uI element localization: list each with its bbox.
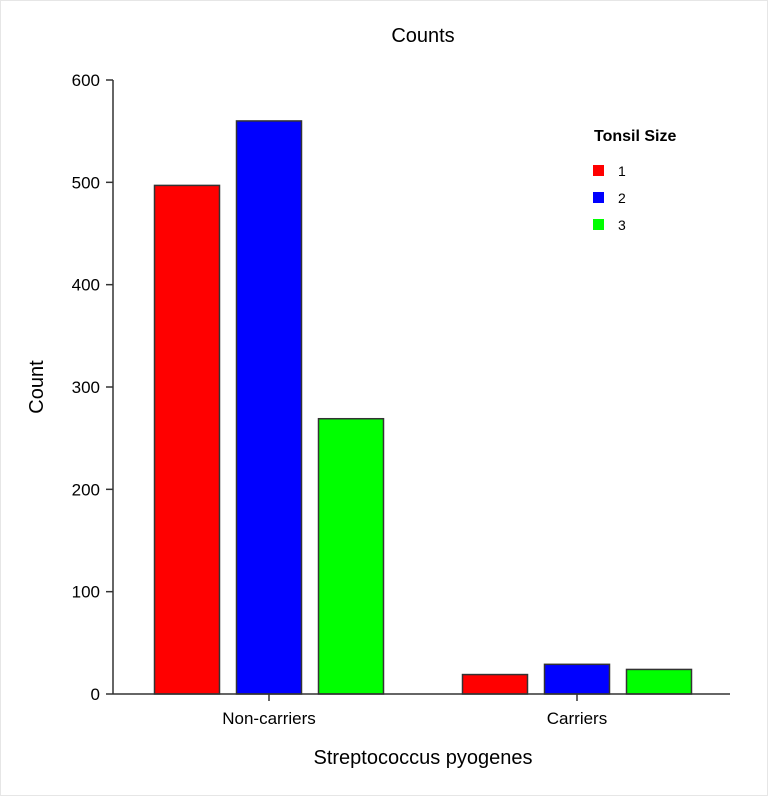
bar-carriers-3 [625, 668, 693, 695]
bar-non-carriers-2 [235, 120, 303, 695]
bar-carriers-2 [543, 663, 611, 695]
y-tick-label: 600 [72, 71, 100, 90]
legend-swatch-1 [593, 165, 604, 176]
y-tick-label: 500 [72, 173, 100, 192]
y-axis-label: Count [26, 360, 48, 414]
chart-title: Counts [391, 25, 454, 47]
y-tick-label: 0 [91, 685, 100, 704]
legend-label-3: 3 [618, 217, 626, 233]
legend-title: Tonsil Size [594, 128, 676, 145]
y-tick-label: 400 [72, 276, 100, 295]
x-tick-label: Carriers [547, 709, 607, 728]
legend-label-2: 2 [618, 190, 626, 206]
bar-non-carriers-1 [153, 184, 221, 695]
legend-label-1: 1 [618, 163, 626, 179]
legend: Tonsil Size 1 2 3 [593, 128, 676, 233]
x-axis-label: Streptococcus pyogenes [313, 747, 532, 769]
legend-swatch-3 [593, 219, 604, 230]
y-tick-label: 200 [72, 480, 100, 499]
bar-non-carriers-3 [317, 417, 385, 695]
x-tick-label: Non-carriers [222, 709, 316, 728]
bar-carriers-1 [461, 673, 529, 695]
y-tick-label: 100 [72, 583, 100, 602]
y-tick-label: 300 [72, 378, 100, 397]
legend-swatch-2 [593, 192, 604, 203]
